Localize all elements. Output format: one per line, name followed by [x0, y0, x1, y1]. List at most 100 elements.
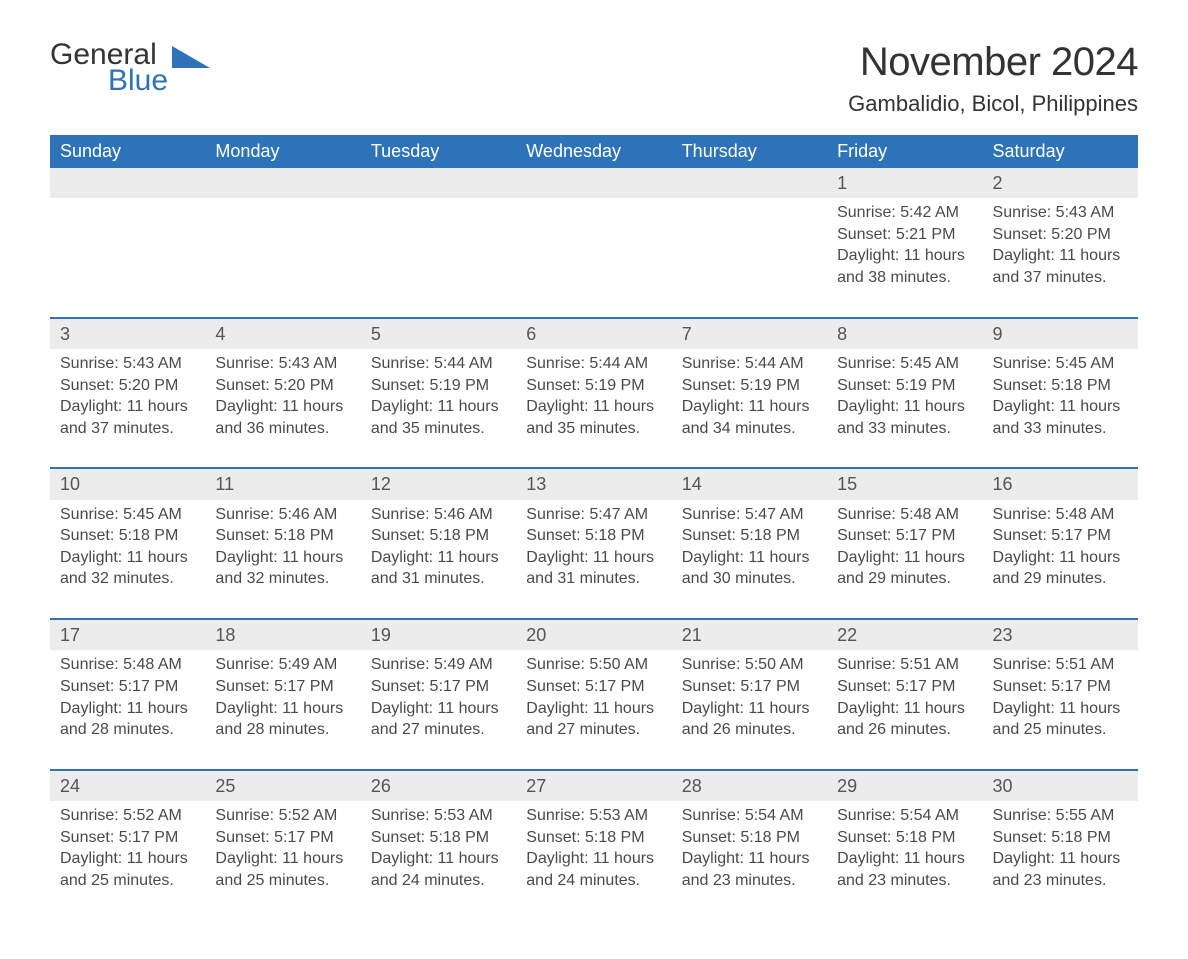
daylight-line: Daylight: 11 hours and 37 minutes. [993, 245, 1128, 288]
calendar-day-cell [361, 168, 516, 318]
daylight-line: Daylight: 11 hours and 27 minutes. [371, 698, 506, 741]
calendar-day-cell: 9Sunrise: 5:45 AMSunset: 5:18 PMDaylight… [983, 318, 1138, 469]
day-number: 27 [516, 771, 671, 801]
daylight-line: Daylight: 11 hours and 25 minutes. [993, 698, 1128, 741]
daylight-line: Daylight: 11 hours and 35 minutes. [371, 396, 506, 439]
calendar-day-cell [672, 168, 827, 318]
calendar-day-cell: 1Sunrise: 5:42 AMSunset: 5:21 PMDaylight… [827, 168, 982, 318]
daylight-line: Daylight: 11 hours and 24 minutes. [526, 848, 661, 891]
sunrise-line: Sunrise: 5:44 AM [371, 353, 506, 375]
calendar-day-cell: 4Sunrise: 5:43 AMSunset: 5:20 PMDaylight… [205, 318, 360, 469]
calendar-day-cell [205, 168, 360, 318]
daylight-line: Daylight: 11 hours and 31 minutes. [371, 547, 506, 590]
day-number: 12 [361, 469, 516, 499]
sunset-line: Sunset: 5:18 PM [60, 525, 195, 547]
sunset-line: Sunset: 5:20 PM [215, 375, 350, 397]
daylight-line: Daylight: 11 hours and 25 minutes. [60, 848, 195, 891]
daylight-line: Daylight: 11 hours and 26 minutes. [682, 698, 817, 741]
calendar-day-cell: 27 Sunrise: 5:53 AMSunset: 5:18 PMDayligh… [516, 770, 671, 920]
sunset-line: Sunset: 5:19 PM [837, 375, 972, 397]
calendar-day-cell: 25Sunrise: 5:52 AMSunset: 5:17 PMDayligh… [205, 770, 360, 920]
calendar-week-row: 10Sunrise: 5:45 AMSunset: 5:18 PMDayligh… [50, 468, 1138, 619]
calendar-week-row: 1Sunrise: 5:42 AMSunset: 5:21 PMDaylight… [50, 168, 1138, 318]
sunrise-line: Sunrise: 5:48 AM [993, 504, 1128, 526]
day-number: 3 [50, 319, 205, 349]
daylight-line: Daylight: 11 hours and 34 minutes. [682, 396, 817, 439]
daylight-line: Daylight: 11 hours and 28 minutes. [60, 698, 195, 741]
daylight-line: Daylight: 11 hours and 28 minutes. [215, 698, 350, 741]
location-subtitle: Gambalidio, Bicol, Philippines [848, 91, 1138, 117]
sunset-line: Sunset: 5:18 PM [371, 827, 506, 849]
weekday-header: Tuesday [361, 135, 516, 168]
day-number-bar-empty [516, 168, 671, 198]
sunrise-line: Sunrise: 5:52 AM [215, 805, 350, 827]
day-number: 24 [50, 771, 205, 801]
calendar-day-cell: 19Sunrise: 5:49 AMSunset: 5:17 PMDayligh… [361, 619, 516, 770]
daylight-line: Daylight: 11 hours and 23 minutes. [993, 848, 1128, 891]
sunrise-line: Sunrise: 5:49 AM [371, 654, 506, 676]
calendar-day-cell: 21Sunrise: 5:50 AMSunset: 5:17 PMDayligh… [672, 619, 827, 770]
daylight-line: Daylight: 11 hours and 33 minutes. [993, 396, 1128, 439]
sunrise-line: Sunrise: 5:42 AM [837, 202, 972, 224]
daylight-line: Daylight: 11 hours and 23 minutes. [682, 848, 817, 891]
sunrise-line: Sunrise: 5:50 AM [526, 654, 661, 676]
sunset-line: Sunset: 5:18 PM [371, 525, 506, 547]
sunrise-line: Sunrise: 5:45 AM [837, 353, 972, 375]
calendar-day-cell [50, 168, 205, 318]
day-number: 25 [205, 771, 360, 801]
day-number: 30 [983, 771, 1138, 801]
calendar-day-cell: 23Sunrise: 5:51 AMSunset: 5:17 PMDayligh… [983, 619, 1138, 770]
day-number: 6 [516, 319, 671, 349]
daylight-line: Daylight: 11 hours and 23 minutes. [837, 848, 972, 891]
calendar-day-cell: 29Sunrise: 5:54 AMSunset: 5:18 PMDayligh… [827, 770, 982, 920]
daylight-line: Daylight: 11 hours and 37 minutes. [60, 396, 195, 439]
daylight-line: Daylight: 11 hours and 32 minutes. [60, 547, 195, 590]
daylight-line: Daylight: 11 hours and 31 minutes. [526, 547, 661, 590]
calendar-day-cell: 2Sunrise: 5:43 AMSunset: 5:20 PMDaylight… [983, 168, 1138, 318]
daylight-line: Daylight: 11 hours and 35 minutes. [526, 396, 661, 439]
sunrise-line: Sunrise: 5:45 AM [993, 353, 1128, 375]
sunset-line: Sunset: 5:18 PM [837, 827, 972, 849]
day-number: 13 [516, 469, 671, 499]
sunrise-line: Sunrise: 5:47 AM [682, 504, 817, 526]
sunset-line: Sunset: 5:18 PM [682, 827, 817, 849]
sunset-line: Sunset: 5:17 PM [993, 676, 1128, 698]
day-number: 17 [50, 620, 205, 650]
sunset-line: Sunset: 5:20 PM [60, 375, 195, 397]
calendar-week-row: 3Sunrise: 5:43 AMSunset: 5:20 PMDaylight… [50, 318, 1138, 469]
sunrise-line: Sunrise: 5:48 AM [60, 654, 195, 676]
weekday-header: Friday [827, 135, 982, 168]
day-number: 22 [827, 620, 982, 650]
day-number: 19 [361, 620, 516, 650]
sunrise-line: Sunrise: 5:47 AM [526, 504, 661, 526]
sunset-line: Sunset: 5:17 PM [837, 525, 972, 547]
calendar-day-cell: 15Sunrise: 5:48 AMSunset: 5:17 PMDayligh… [827, 468, 982, 619]
calendar-day-cell: 13 Sunrise: 5:47 AMSunset: 5:18 PMDayligh… [516, 468, 671, 619]
sunrise-line: Sunrise: 5:43 AM [215, 353, 350, 375]
sunrise-line: Sunrise: 5:44 AM [682, 353, 817, 375]
sunset-line: Sunset: 5:19 PM [526, 375, 661, 397]
calendar-day-cell: 5Sunrise: 5:44 AMSunset: 5:19 PMDaylight… [361, 318, 516, 469]
sunrise-line: Sunrise: 5:45 AM [60, 504, 195, 526]
daylight-line: Daylight: 11 hours and 24 minutes. [371, 848, 506, 891]
day-number: 26 [361, 771, 516, 801]
sunset-line: Sunset: 5:17 PM [837, 676, 972, 698]
sunset-line: Sunset: 5:17 PM [215, 827, 350, 849]
sunrise-line: Sunrise: 5:53 AM [526, 805, 661, 827]
sunrise-line: Sunrise: 5:55 AM [993, 805, 1128, 827]
day-number: 15 [827, 469, 982, 499]
sunset-line: Sunset: 5:18 PM [526, 525, 661, 547]
day-number-bar-empty [205, 168, 360, 198]
calendar-day-cell: 8Sunrise: 5:45 AMSunset: 5:19 PMDaylight… [827, 318, 982, 469]
sunset-line: Sunset: 5:17 PM [993, 525, 1128, 547]
day-number-bar-empty [361, 168, 516, 198]
sunrise-line: Sunrise: 5:46 AM [371, 504, 506, 526]
sunset-line: Sunset: 5:18 PM [526, 827, 661, 849]
day-number: 7 [672, 319, 827, 349]
sunrise-line: Sunrise: 5:54 AM [837, 805, 972, 827]
sunset-line: Sunset: 5:18 PM [215, 525, 350, 547]
day-number: 11 [205, 469, 360, 499]
header: General Blue November 2024 Gambalidio, B… [50, 40, 1138, 117]
day-number: 28 [672, 771, 827, 801]
sunset-line: Sunset: 5:17 PM [60, 827, 195, 849]
